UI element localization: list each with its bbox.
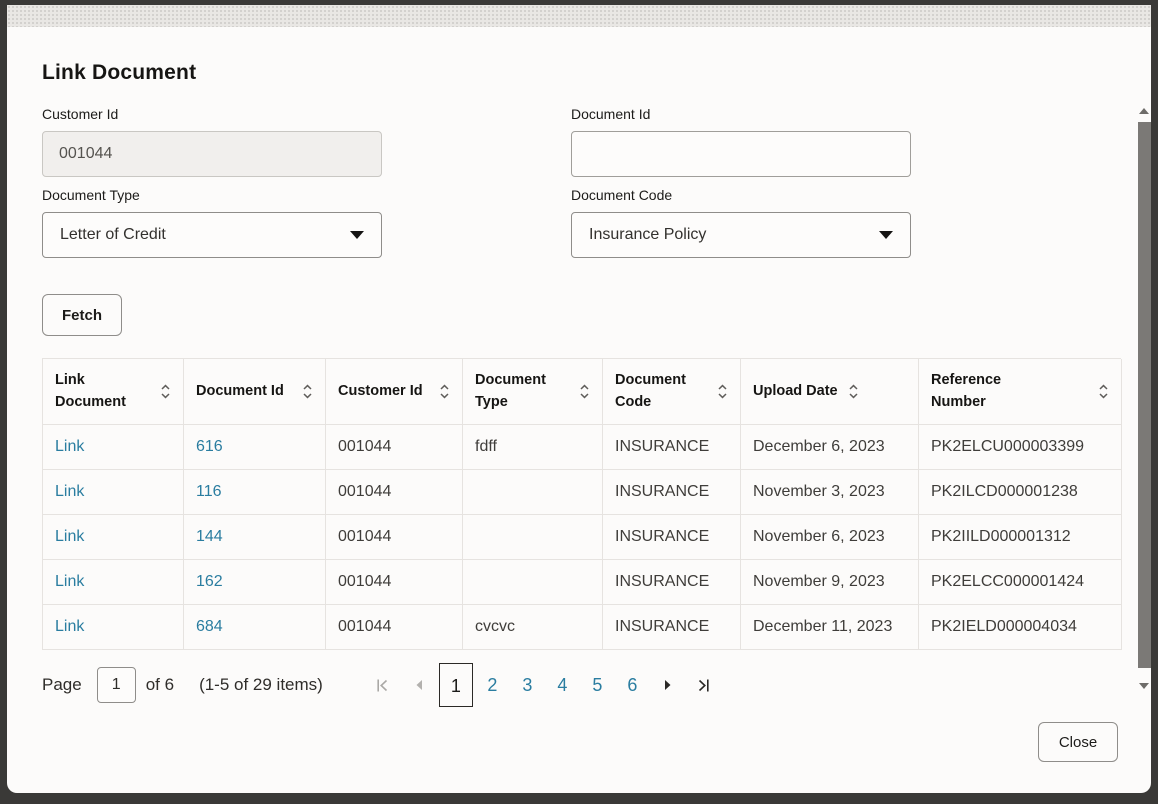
caret-down-icon bbox=[350, 231, 364, 239]
document-type-value: Letter of Credit bbox=[60, 226, 166, 243]
page-count-label: of 6 bbox=[145, 675, 175, 694]
link-document-dialog: Link Document Customer Id Document Id Do… bbox=[7, 27, 1151, 793]
scroll-up-arrow[interactable] bbox=[1139, 108, 1149, 114]
column-header-document-code[interactable]: Document Code bbox=[603, 359, 741, 425]
document-code-cell: INSURANCE bbox=[603, 470, 741, 515]
document-type-select[interactable]: Letter of Credit bbox=[42, 212, 382, 258]
upload-date-cell: November 3, 2023 bbox=[741, 470, 919, 515]
page-navigation: 1 2 3 4 5 6 bbox=[365, 663, 722, 707]
column-header-upload-date[interactable]: Upload Date bbox=[741, 359, 919, 425]
document-id-field: Document Id bbox=[571, 106, 911, 177]
link-action[interactable]: Link bbox=[43, 605, 184, 650]
page-button-3[interactable]: 3 bbox=[522, 675, 533, 695]
reference-number-cell: PK2IILD000001312 bbox=[919, 515, 1122, 560]
scroll-down-arrow[interactable] bbox=[1139, 683, 1149, 689]
close-button[interactable]: Close bbox=[1038, 722, 1118, 762]
vertical-scrollbar[interactable] bbox=[1137, 105, 1152, 701]
page-label: Page bbox=[42, 675, 82, 694]
next-page-icon[interactable] bbox=[650, 663, 686, 707]
document-type-field: Document Type Letter of Credit bbox=[42, 187, 382, 258]
document-type-cell bbox=[463, 560, 603, 605]
column-header-customer-id[interactable]: Customer Id bbox=[326, 359, 463, 425]
page-button-5[interactable]: 5 bbox=[592, 675, 603, 695]
page-button-6[interactable]: 6 bbox=[627, 675, 638, 695]
reference-number-cell: PK2ILCD000001238 bbox=[919, 470, 1122, 515]
document-type-label: Document Type bbox=[42, 187, 140, 203]
sort-icon[interactable] bbox=[848, 383, 861, 400]
document-code-cell: INSURANCE bbox=[603, 605, 741, 650]
fetch-button[interactable]: Fetch bbox=[42, 294, 123, 336]
link-action[interactable]: Link bbox=[43, 470, 184, 515]
table-row: Link 144 001044 INSURANCE November 6, 20… bbox=[43, 515, 1122, 560]
document-type-cell: fdff bbox=[463, 425, 603, 470]
items-summary: (1-5 of 29 items) bbox=[199, 675, 323, 694]
page-button-4[interactable]: 4 bbox=[557, 675, 568, 695]
document-code-select[interactable]: Insurance Policy bbox=[571, 212, 911, 258]
link-action[interactable]: Link bbox=[43, 560, 184, 605]
customer-id-cell: 001044 bbox=[326, 425, 463, 470]
sort-icon[interactable] bbox=[302, 383, 315, 400]
reference-number-cell: PK2IELD000004034 bbox=[919, 605, 1122, 650]
upload-date-cell: November 6, 2023 bbox=[741, 515, 919, 560]
column-header-link-document[interactable]: Link Document bbox=[43, 359, 184, 425]
last-page-icon[interactable] bbox=[686, 663, 722, 707]
pagination-bar: Page of 6 (1-5 of 29 items) 1 2 3 4 5 6 bbox=[42, 663, 1121, 707]
document-id-link[interactable]: 684 bbox=[184, 605, 326, 650]
document-id-link[interactable]: 162 bbox=[184, 560, 326, 605]
column-header-document-type[interactable]: Document Type bbox=[463, 359, 603, 425]
sort-icon[interactable] bbox=[579, 383, 592, 400]
customer-id-cell: 001044 bbox=[326, 560, 463, 605]
document-type-cell bbox=[463, 515, 603, 560]
reference-number-cell: PK2ELCC000001424 bbox=[919, 560, 1122, 605]
document-id-link[interactable]: 144 bbox=[184, 515, 326, 560]
customer-id-field: Customer Id bbox=[42, 106, 382, 177]
document-id-input[interactable] bbox=[571, 131, 911, 177]
document-id-link[interactable]: 616 bbox=[184, 425, 326, 470]
sort-icon[interactable] bbox=[439, 383, 452, 400]
column-header-reference-number[interactable]: Reference Number bbox=[919, 359, 1122, 425]
column-header-document-id[interactable]: Document Id bbox=[184, 359, 326, 425]
dialog-title: Link Document bbox=[42, 61, 197, 84]
customer-id-label: Customer Id bbox=[42, 106, 119, 122]
link-action[interactable]: Link bbox=[43, 425, 184, 470]
first-page-icon[interactable] bbox=[365, 663, 401, 707]
document-type-cell bbox=[463, 470, 603, 515]
customer-id-cell: 001044 bbox=[326, 470, 463, 515]
table-header-row: Link Document Document Id Customer Id Do… bbox=[43, 359, 1122, 425]
table-row: Link 684 001044 cvcvc INSURANCE December… bbox=[43, 605, 1122, 650]
upload-date-cell: December 6, 2023 bbox=[741, 425, 919, 470]
filter-form: Customer Id Document Id Document Type Le… bbox=[42, 106, 1121, 268]
document-code-field: Document Code Insurance Policy bbox=[571, 187, 911, 258]
caret-down-icon bbox=[879, 231, 893, 239]
document-type-cell: cvcvc bbox=[463, 605, 603, 650]
page-button-2[interactable]: 2 bbox=[487, 675, 498, 695]
overlay-scrim-strip bbox=[7, 5, 1151, 27]
table-row: Link 116 001044 INSURANCE November 3, 20… bbox=[43, 470, 1122, 515]
customer-id-cell: 001044 bbox=[326, 515, 463, 560]
table-row: Link 616 001044 fdff INSURANCE December … bbox=[43, 425, 1122, 470]
document-code-cell: INSURANCE bbox=[603, 425, 741, 470]
document-code-label: Document Code bbox=[571, 187, 673, 203]
document-id-label: Document Id bbox=[571, 106, 651, 122]
sort-icon[interactable] bbox=[160, 383, 173, 400]
documents-table: Link Document Document Id Customer Id Do… bbox=[42, 358, 1122, 650]
upload-date-cell: November 9, 2023 bbox=[741, 560, 919, 605]
document-id-link[interactable]: 116 bbox=[184, 470, 326, 515]
sort-icon[interactable] bbox=[717, 383, 730, 400]
document-code-cell: INSURANCE bbox=[603, 560, 741, 605]
table-row: Link 162 001044 INSURANCE November 9, 20… bbox=[43, 560, 1122, 605]
page-button-1[interactable]: 1 bbox=[438, 663, 473, 707]
scrollbar-thumb[interactable] bbox=[1138, 122, 1151, 668]
reference-number-cell: PK2ELCU000003399 bbox=[919, 425, 1122, 470]
customer-id-cell: 001044 bbox=[326, 605, 463, 650]
upload-date-cell: December 11, 2023 bbox=[741, 605, 919, 650]
previous-page-icon[interactable] bbox=[401, 663, 437, 707]
customer-id-input[interactable] bbox=[42, 131, 382, 177]
document-code-cell: INSURANCE bbox=[603, 515, 741, 560]
document-code-value: Insurance Policy bbox=[589, 226, 707, 243]
page-number-input[interactable] bbox=[96, 667, 136, 703]
link-action[interactable]: Link bbox=[43, 515, 184, 560]
sort-icon[interactable] bbox=[1098, 383, 1111, 400]
